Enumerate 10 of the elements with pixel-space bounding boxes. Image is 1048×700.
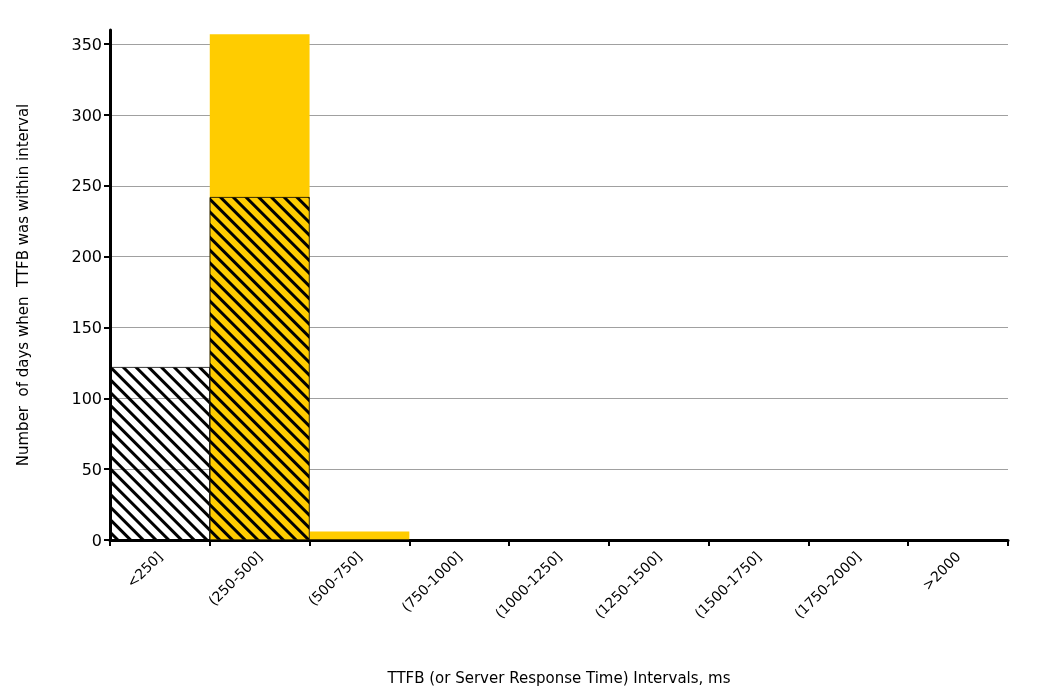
y-axis-title: Number of days when TTFB was within interval [13, 103, 32, 467]
y-tick-label: 300 [71, 105, 102, 125]
x-axis-title: TTFB (or Server Response Time) Intervals, ms [386, 668, 731, 687]
y-tick-label: 150 [71, 318, 102, 337]
y-tick-label: 0 [91, 530, 102, 550]
y-tick-label: 100 [71, 388, 102, 408]
y-tick-label: 350 [71, 34, 102, 54]
y-tick-label: 200 [71, 247, 102, 267]
y-tick-label: 250 [71, 176, 102, 196]
y-tick-label: 50 [81, 459, 102, 479]
